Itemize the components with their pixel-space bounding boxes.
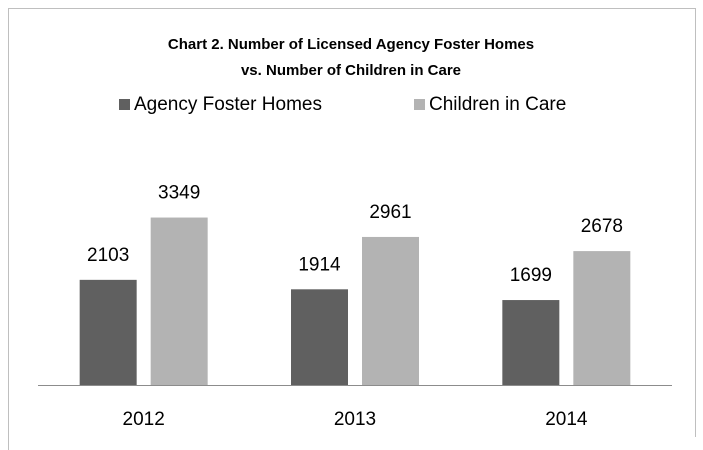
data-label: 1699 bbox=[510, 265, 552, 286]
bar bbox=[291, 289, 348, 385]
legend-label: Agency Foster Homes bbox=[134, 94, 322, 115]
bar bbox=[79, 279, 137, 385]
legend-swatch bbox=[119, 99, 130, 110]
x-tick-label: 2013 bbox=[334, 409, 376, 430]
bar bbox=[150, 217, 208, 385]
data-label: 2961 bbox=[369, 202, 411, 223]
bar bbox=[362, 236, 419, 385]
chart-title: vs. Number of Children in Care bbox=[241, 62, 461, 79]
x-tick-label: 2012 bbox=[123, 409, 165, 430]
chart-border bbox=[8, 8, 696, 450]
x-tick-label: 2014 bbox=[545, 409, 588, 430]
bar bbox=[573, 251, 631, 385]
legend-swatch bbox=[414, 99, 425, 110]
legend-label: Children in Care bbox=[429, 94, 566, 115]
data-label: 1914 bbox=[298, 254, 341, 275]
bar bbox=[502, 300, 560, 385]
data-label: 3349 bbox=[158, 183, 200, 204]
data-label: 2103 bbox=[87, 245, 129, 266]
chart-title: Chart 2. Number of Licensed Agency Foste… bbox=[168, 36, 534, 53]
data-label: 2678 bbox=[581, 216, 623, 237]
